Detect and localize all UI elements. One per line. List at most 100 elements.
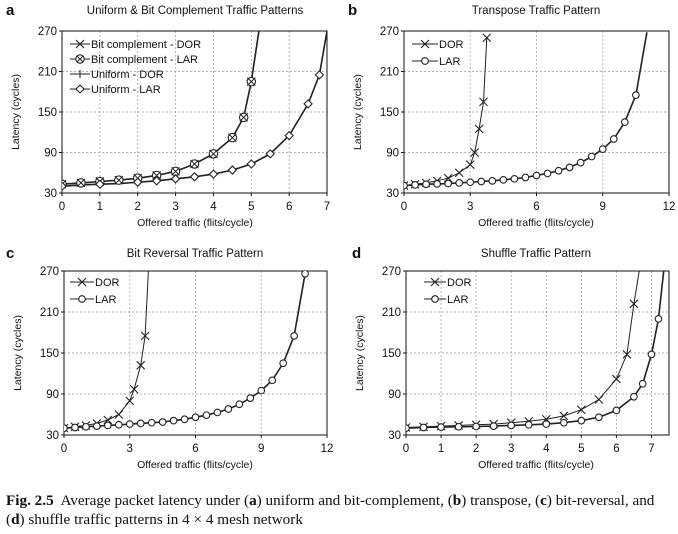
point-0-11 [594,395,604,404]
xtick-label-5: 5 [578,443,584,455]
point-1-11 [595,413,603,422]
legend: DOR LAR [412,39,464,68]
chart-c: 0 3 6 9 12 30 90 150 210 270 Bit Reversal Traffic … [6,245,333,471]
point-0-14 [629,299,639,309]
x-axis-label: Offered traffic (flits/cycle) [478,459,594,471]
ytick-label-3: 210 [380,67,399,79]
caption-label: Fig. 2.5 [6,492,54,509]
caption-text-4: ) bit-reversal, and ( [6,492,655,528]
point-1-22 [301,271,309,278]
point-3-5 [151,176,162,186]
point-1-5 [151,170,162,181]
point-1-17 [246,394,255,402]
point-0-8 [136,360,146,370]
y-axis-label: Latency (cycles) [10,74,22,150]
legend-label-1: LAR [447,294,468,306]
xtick-label-6: 6 [286,201,292,213]
xtick-label-6: 6 [613,443,619,455]
point-1-4 [444,179,453,188]
ytick-label-3: 210 [382,307,401,319]
y-axis-label: Latency (cycles) [12,315,24,391]
point-3-8 [208,169,219,179]
point-1-14 [554,166,563,175]
legend: DOR LAR [424,277,472,306]
chart-title: Shuffle Traffic Pattern [481,248,591,260]
panel-letter: a [6,2,15,19]
ytick-label-2: 150 [382,348,401,360]
ytick-label-3: 210 [38,67,57,79]
point-1-8 [208,149,219,159]
point-0-9 [140,331,150,341]
point-1-18 [598,145,607,153]
point-1-16 [576,158,585,167]
point-1-9 [559,418,568,427]
xtick-label-4: 12 [321,443,334,455]
point-1-3 [433,180,441,188]
caption-text-1: Average packet latency under ( [60,492,250,509]
point-3-11 [265,149,275,159]
point-1-18 [257,386,266,395]
point-1-19 [609,135,618,143]
caption-letter-d: d [11,511,20,528]
point-1-12 [191,413,200,422]
legend-marker-0 [75,39,85,49]
legend-label-0: DOR [95,277,120,289]
figure-caption: Fig. 2.5 Average packet latency under (a… [6,491,674,529]
point-3-7 [189,172,200,182]
point-3-12 [284,130,294,141]
point-1-10 [577,416,586,425]
point-1-7 [524,420,533,429]
point-1-2 [422,180,430,189]
point-1-7 [136,419,145,428]
point-1-6 [466,178,475,187]
panel-letter: d [352,245,361,262]
point-3-4 [132,177,143,187]
xtick-label-3: 9 [600,201,606,213]
point-1-11 [246,76,257,87]
ytick-label-4: 270 [382,266,401,278]
point-0-6 [125,396,135,406]
point-1-14 [638,379,647,388]
point-1-5 [114,420,123,429]
point-1-1 [419,423,428,432]
legend: Bit complement - DOR Bit complement - LAR… [70,39,201,96]
point-1-9 [158,418,167,426]
legend: DOR LAR [70,277,120,306]
caption-text-2: ) uniform and bit-complement, ( [256,492,453,509]
point-1-1 [71,423,79,432]
point-1-7 [477,177,486,186]
legend-marker-2 [76,70,84,78]
point-1-3 [454,422,463,431]
legend-label-0: DOR [439,39,464,51]
point-1-12 [532,171,541,180]
xtick-label-2: 2 [135,201,141,213]
legend-marker-0 [420,39,430,49]
point-1-6 [507,421,516,430]
x-axis-label: Offered traffic (flits/cycle) [137,217,253,229]
point-1-8 [542,420,551,428]
ytick-label-1: 90 [44,148,57,160]
xtick-label-4: 4 [210,201,217,213]
point-3-10 [246,159,257,169]
xtick-label-5: 5 [248,201,254,213]
ytick-label-2: 150 [40,348,59,360]
xtick-label-1: 3 [467,201,473,213]
point-1-19 [268,376,277,385]
caption-text-3: ) transpose, ( [461,492,541,509]
point-1-11 [180,415,189,424]
ytick-label-0: 30 [46,430,59,442]
ytick-label-1: 90 [386,148,399,160]
caption-letter-b: b [452,492,462,509]
point-1-2 [82,422,90,431]
point-1-8 [488,177,497,185]
point-1-3 [93,422,101,430]
point-1-0 [64,424,68,433]
legend-marker-1 [78,295,86,303]
xtick-label-3: 3 [508,443,514,455]
point-0-7 [129,384,139,394]
point-1-10 [169,416,178,425]
point-1-5 [489,422,498,430]
series-layer [64,271,309,433]
point-0-5 [114,410,124,419]
